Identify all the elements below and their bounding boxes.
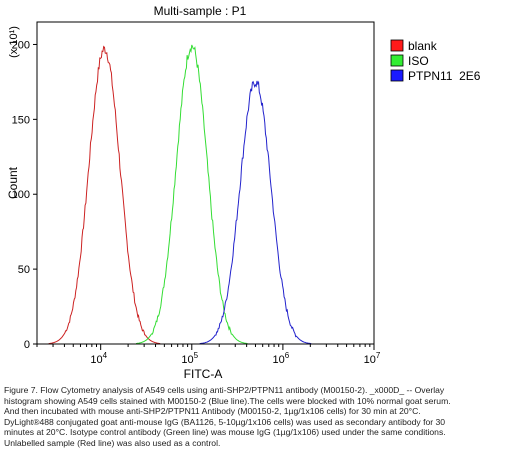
series-line-iso xyxy=(136,44,248,344)
x-tick-label: 106 xyxy=(273,351,290,366)
legend-label: PTPN11 2E6 xyxy=(408,69,481,83)
series-line-ptpn11 xyxy=(199,80,312,345)
y-multiplier-label: (x 10¹) xyxy=(8,26,20,58)
y-axis-label: Count xyxy=(6,166,20,199)
figure-caption: Figure 7. Flow Cytometry analysis of A54… xyxy=(4,385,516,449)
series-line-blank xyxy=(48,45,161,344)
legend-label: ISO xyxy=(408,54,429,68)
caption-line: histogram showing A549 cells stained wit… xyxy=(4,395,451,406)
histogram-chart: Multi-sample : P1 (x 10¹) Count FITC-A 0… xyxy=(6,4,481,380)
caption-line: Figure 7. Flow Cytometry analysis of A54… xyxy=(4,385,445,395)
x-tick-label: 107 xyxy=(364,351,381,366)
legend-swatch xyxy=(390,69,404,82)
caption-line: minutes at 20°C. Isotype control antibod… xyxy=(4,427,446,438)
y-tick-label: 100 xyxy=(12,189,30,201)
caption-line: DyLight®488 conjugated goat anti-mouse I… xyxy=(4,416,446,427)
plot-frame xyxy=(36,21,375,345)
x-tick-label: 105 xyxy=(181,351,198,366)
y-tick-label: 200 xyxy=(12,39,30,51)
caption-line: And then incubated with mouse anti-SHP2/… xyxy=(4,406,421,417)
legend-swatch xyxy=(390,54,404,67)
chart-title: Multi-sample : P1 xyxy=(154,4,247,18)
x-tick-label: 104 xyxy=(90,351,107,366)
legend-swatch xyxy=(390,39,404,52)
y-tick-label: 150 xyxy=(12,114,30,126)
x-axis-label: FITC-A xyxy=(184,367,223,380)
y-tick-label: 50 xyxy=(18,264,30,276)
legend-label: blank xyxy=(408,39,438,53)
y-tick-label: 0 xyxy=(24,339,30,351)
caption-line: Unlabelled sample (Red line) was also us… xyxy=(4,437,221,448)
